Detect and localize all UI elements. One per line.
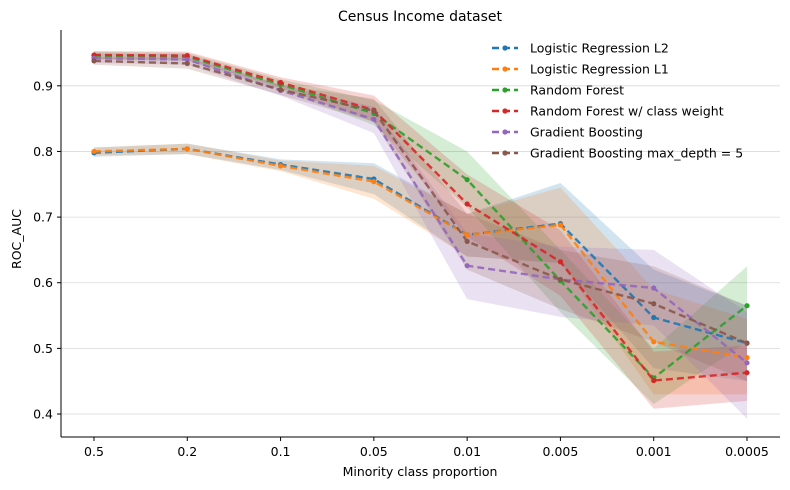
- legend-item: Logistic Regression L2: [492, 41, 669, 56]
- y-tick-label: 0.7: [33, 210, 53, 225]
- point-series-6: [184, 60, 190, 67]
- y-tick-label: 0.8: [33, 144, 53, 159]
- point-series-6: [651, 301, 657, 307]
- point-series-4: [184, 53, 190, 59]
- point-series-5: [464, 263, 470, 269]
- x-axis-label: Minority class proportion: [343, 464, 498, 479]
- tick-layer: 0.4 0.5 0.6 0.7 0.8 0.9 0.5 0.2 0.1 0.05 0.01 0.005…: [33, 78, 769, 459]
- point-series-5: [651, 285, 657, 291]
- legend-label: Random Forest w/ class weight: [530, 104, 724, 119]
- legend-item: Gradient Boosting max_depth = 5: [492, 146, 743, 161]
- x-tick-label: 0.0005: [725, 444, 769, 459]
- legend-item: Gradient Boosting: [492, 125, 643, 140]
- point-series-4: [277, 79, 284, 86]
- x-tick-label: 0.01: [453, 444, 481, 459]
- line-series-3: [93, 54, 748, 380]
- point-series-5: [184, 56, 190, 63]
- legend-label: Logistic Regression L2: [530, 41, 669, 56]
- point-series-2: [91, 148, 97, 155]
- legend-marker: [502, 108, 508, 114]
- legend-label: Random Forest: [530, 83, 624, 98]
- x-tick-label: 0.05: [360, 444, 388, 459]
- y-tick-label: 0.4: [33, 407, 53, 422]
- point-series-4: [651, 377, 657, 384]
- point-series-2: [184, 146, 190, 152]
- point-series-4: [464, 201, 470, 207]
- legend-marker: [502, 45, 508, 51]
- grid-layer: [61, 85, 780, 415]
- y-tick-label: 0.5: [33, 341, 53, 356]
- point-series-6: [557, 276, 564, 283]
- band-series-3: [94, 51, 747, 405]
- point-series-2: [371, 179, 377, 185]
- point-series-3: [464, 177, 470, 183]
- point-series-2: [277, 163, 284, 169]
- legend-item: Logistic Regression L1: [492, 62, 669, 77]
- line-series-6: [93, 59, 748, 345]
- axes: [60, 30, 780, 438]
- point-series-6: [744, 340, 750, 346]
- x-tick-label: 0.005: [543, 444, 579, 459]
- chart-title: Census Income dataset: [338, 9, 503, 25]
- legend-item: Random Forest: [492, 83, 624, 98]
- x-tick-label: 0.2: [177, 444, 197, 459]
- legend-marker: [502, 129, 508, 135]
- line-series-5: [93, 57, 748, 364]
- line-series-4: [93, 53, 748, 382]
- x-tick-label: 0.1: [271, 444, 291, 459]
- point-series-5: [371, 116, 377, 122]
- point-series-2: [464, 232, 470, 238]
- legend-label: Gradient Boosting max_depth = 5: [530, 146, 743, 161]
- x-tick-label: 0.001: [636, 444, 672, 459]
- point-series-2: [744, 354, 750, 361]
- band-series-4: [94, 51, 747, 409]
- point-series-6: [277, 87, 284, 93]
- y-tick-label: 0.9: [33, 78, 53, 93]
- band-series-6: [94, 56, 747, 382]
- point-series-3: [744, 303, 750, 309]
- legend-marker: [502, 150, 508, 156]
- legend: Logistic Regression L2 Logistic Regressio…: [492, 41, 743, 161]
- point-series-5: [744, 360, 750, 366]
- legend-marker: [502, 66, 508, 72]
- point-series-4: [744, 370, 750, 376]
- y-axis-label: ROC_AUC: [9, 209, 24, 269]
- legend-label: Gradient Boosting: [530, 125, 643, 140]
- line-series-2: [93, 147, 748, 359]
- point-series-2: [557, 222, 564, 228]
- y-tick-label: 0.6: [33, 275, 53, 290]
- point-series-4: [557, 259, 564, 265]
- point-series-6: [91, 58, 97, 64]
- x-tick-label: 0.5: [84, 444, 104, 459]
- point-series-6: [464, 238, 470, 244]
- legend-item: Random Forest w/ class weight: [492, 104, 724, 119]
- legend-marker: [502, 87, 508, 93]
- point-series-6: [371, 108, 377, 114]
- legend-label: Logistic Regression L1: [530, 62, 669, 77]
- series-lines: [91, 52, 750, 384]
- point-series-1: [651, 314, 657, 321]
- point-series-2: [651, 339, 657, 345]
